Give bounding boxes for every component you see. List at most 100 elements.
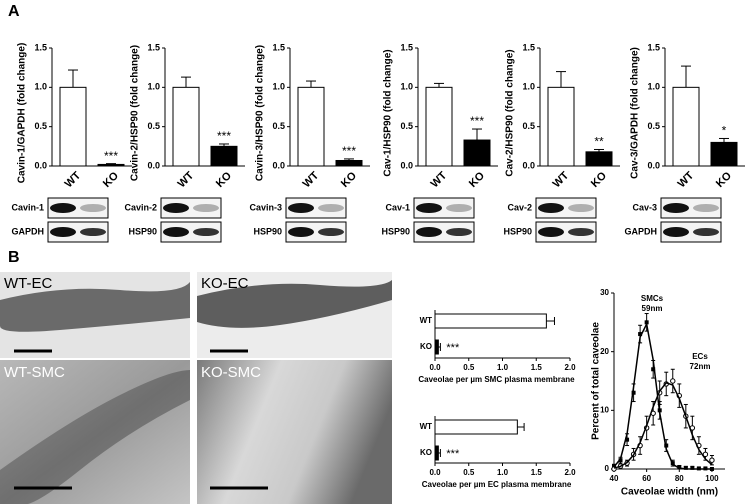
blot-label: HSP90 bbox=[381, 226, 410, 236]
blot-band bbox=[50, 227, 76, 237]
x-tick-label: WT bbox=[551, 169, 572, 190]
significance: * bbox=[722, 124, 727, 138]
x-tick-label: 60 bbox=[642, 474, 651, 483]
blot-band bbox=[50, 203, 76, 213]
bar bbox=[97, 163, 125, 167]
x-axis-label: Caveolae width (nm) bbox=[621, 487, 718, 498]
y-tick-label: 1.5 bbox=[400, 42, 413, 52]
y-tick-label: 1.5 bbox=[147, 42, 160, 52]
blot-band bbox=[416, 203, 442, 213]
bar bbox=[425, 86, 453, 167]
y-axis-label: Cav-3/GAPDH (fold change) bbox=[630, 47, 641, 179]
annotation: ECs bbox=[692, 352, 708, 361]
blot-label: Cav-1 bbox=[385, 202, 410, 212]
x-tick-label: WT bbox=[63, 169, 84, 190]
blot-band bbox=[163, 227, 189, 237]
point bbox=[670, 378, 676, 384]
blot-label: Cavin-1 bbox=[11, 202, 44, 212]
fit-line bbox=[613, 321, 712, 470]
blot-band bbox=[538, 203, 564, 213]
blot-band bbox=[568, 228, 594, 236]
bar bbox=[172, 86, 200, 167]
point bbox=[638, 332, 643, 337]
point bbox=[625, 437, 630, 442]
x-tick-label: WT bbox=[676, 169, 697, 190]
y-tick-label: 1.5 bbox=[647, 42, 660, 52]
y-tick-label: WT bbox=[420, 316, 433, 325]
bar bbox=[434, 339, 439, 355]
x-tick-label: 1.0 bbox=[497, 363, 509, 372]
y-axis-label: Cav-1/HSP90 (fold change) bbox=[383, 49, 394, 176]
bar bbox=[59, 86, 87, 167]
blot-band bbox=[318, 204, 344, 212]
bar bbox=[672, 86, 700, 167]
blot-band bbox=[663, 227, 689, 237]
x-tick-label: 0.0 bbox=[429, 468, 441, 477]
y-tick-label: 0.0 bbox=[522, 160, 535, 170]
point bbox=[631, 390, 636, 395]
point bbox=[677, 465, 682, 470]
blot-band bbox=[80, 204, 106, 212]
blot-label: HSP90 bbox=[253, 226, 282, 236]
x-tick-label: KO bbox=[101, 170, 121, 190]
y-axis-label: Cavin-3/HSP90 (fold change) bbox=[255, 45, 266, 181]
point bbox=[709, 457, 715, 463]
x-tick-label: 1.5 bbox=[531, 363, 543, 372]
y-tick-label: 0.0 bbox=[34, 160, 47, 170]
y-tick-label: 0.5 bbox=[522, 121, 535, 131]
significance: *** bbox=[104, 149, 118, 163]
blot-band bbox=[193, 228, 219, 236]
significance: *** bbox=[446, 448, 460, 460]
y-tick-label: 0 bbox=[605, 464, 610, 473]
y-tick-label: 1.0 bbox=[272, 82, 285, 92]
blot-band bbox=[288, 203, 314, 213]
y-tick-label: 0.5 bbox=[400, 121, 413, 131]
x-tick-label: 1.5 bbox=[531, 468, 543, 477]
point bbox=[644, 320, 649, 325]
bar bbox=[585, 151, 613, 167]
x-tick-label: 80 bbox=[675, 474, 684, 483]
x-tick-label: 40 bbox=[610, 474, 619, 483]
image-label: WT-EC bbox=[4, 275, 52, 292]
blot-label: Cavin-3 bbox=[249, 202, 282, 212]
blot-band bbox=[193, 204, 219, 212]
x-tick-label: 0.5 bbox=[463, 468, 475, 477]
x-tick-label: KO bbox=[339, 170, 359, 190]
panel-label: A bbox=[8, 3, 20, 20]
em-membrane bbox=[197, 280, 392, 328]
bar bbox=[434, 445, 439, 461]
significance: *** bbox=[217, 129, 231, 143]
blot-label: HSP90 bbox=[503, 226, 532, 236]
bar bbox=[297, 86, 325, 167]
em-membrane bbox=[0, 370, 190, 504]
x-tick-label: WT bbox=[429, 169, 450, 190]
fit-line bbox=[613, 381, 713, 469]
point bbox=[702, 451, 709, 458]
blot-band bbox=[446, 204, 472, 212]
y-tick-label: 30 bbox=[600, 288, 609, 297]
x-tick-label: 1.0 bbox=[497, 468, 509, 477]
x-tick-label: 0.0 bbox=[429, 363, 441, 372]
y-axis-label: Percent of total caveolae bbox=[591, 322, 602, 440]
blot-label: Cav-3 bbox=[632, 202, 657, 212]
x-axis-label: Caveolae per µm SMC plasma membrane bbox=[418, 375, 575, 384]
annotation: 72nm bbox=[690, 362, 711, 371]
bar bbox=[434, 419, 518, 435]
bar bbox=[434, 313, 547, 329]
blot-label: Cavin-2 bbox=[124, 202, 157, 212]
y-tick-label: 0.0 bbox=[272, 160, 285, 170]
significance: ** bbox=[594, 135, 604, 149]
y-axis-label: Cav-2/HSP90 (fold change) bbox=[505, 49, 516, 176]
significance: *** bbox=[342, 144, 356, 158]
y-tick-label: 0.5 bbox=[147, 121, 160, 131]
significance: *** bbox=[470, 114, 484, 128]
y-tick-label: 0.5 bbox=[647, 121, 660, 131]
bar bbox=[547, 86, 575, 167]
blot-label: Cav-2 bbox=[507, 202, 532, 212]
point bbox=[690, 465, 695, 470]
blot-band bbox=[568, 204, 594, 212]
em-images: WT-EC KO-EC WT-SMC KO-SMC bbox=[0, 272, 392, 504]
y-tick-label: KO bbox=[420, 448, 432, 457]
blot-band bbox=[693, 228, 719, 236]
